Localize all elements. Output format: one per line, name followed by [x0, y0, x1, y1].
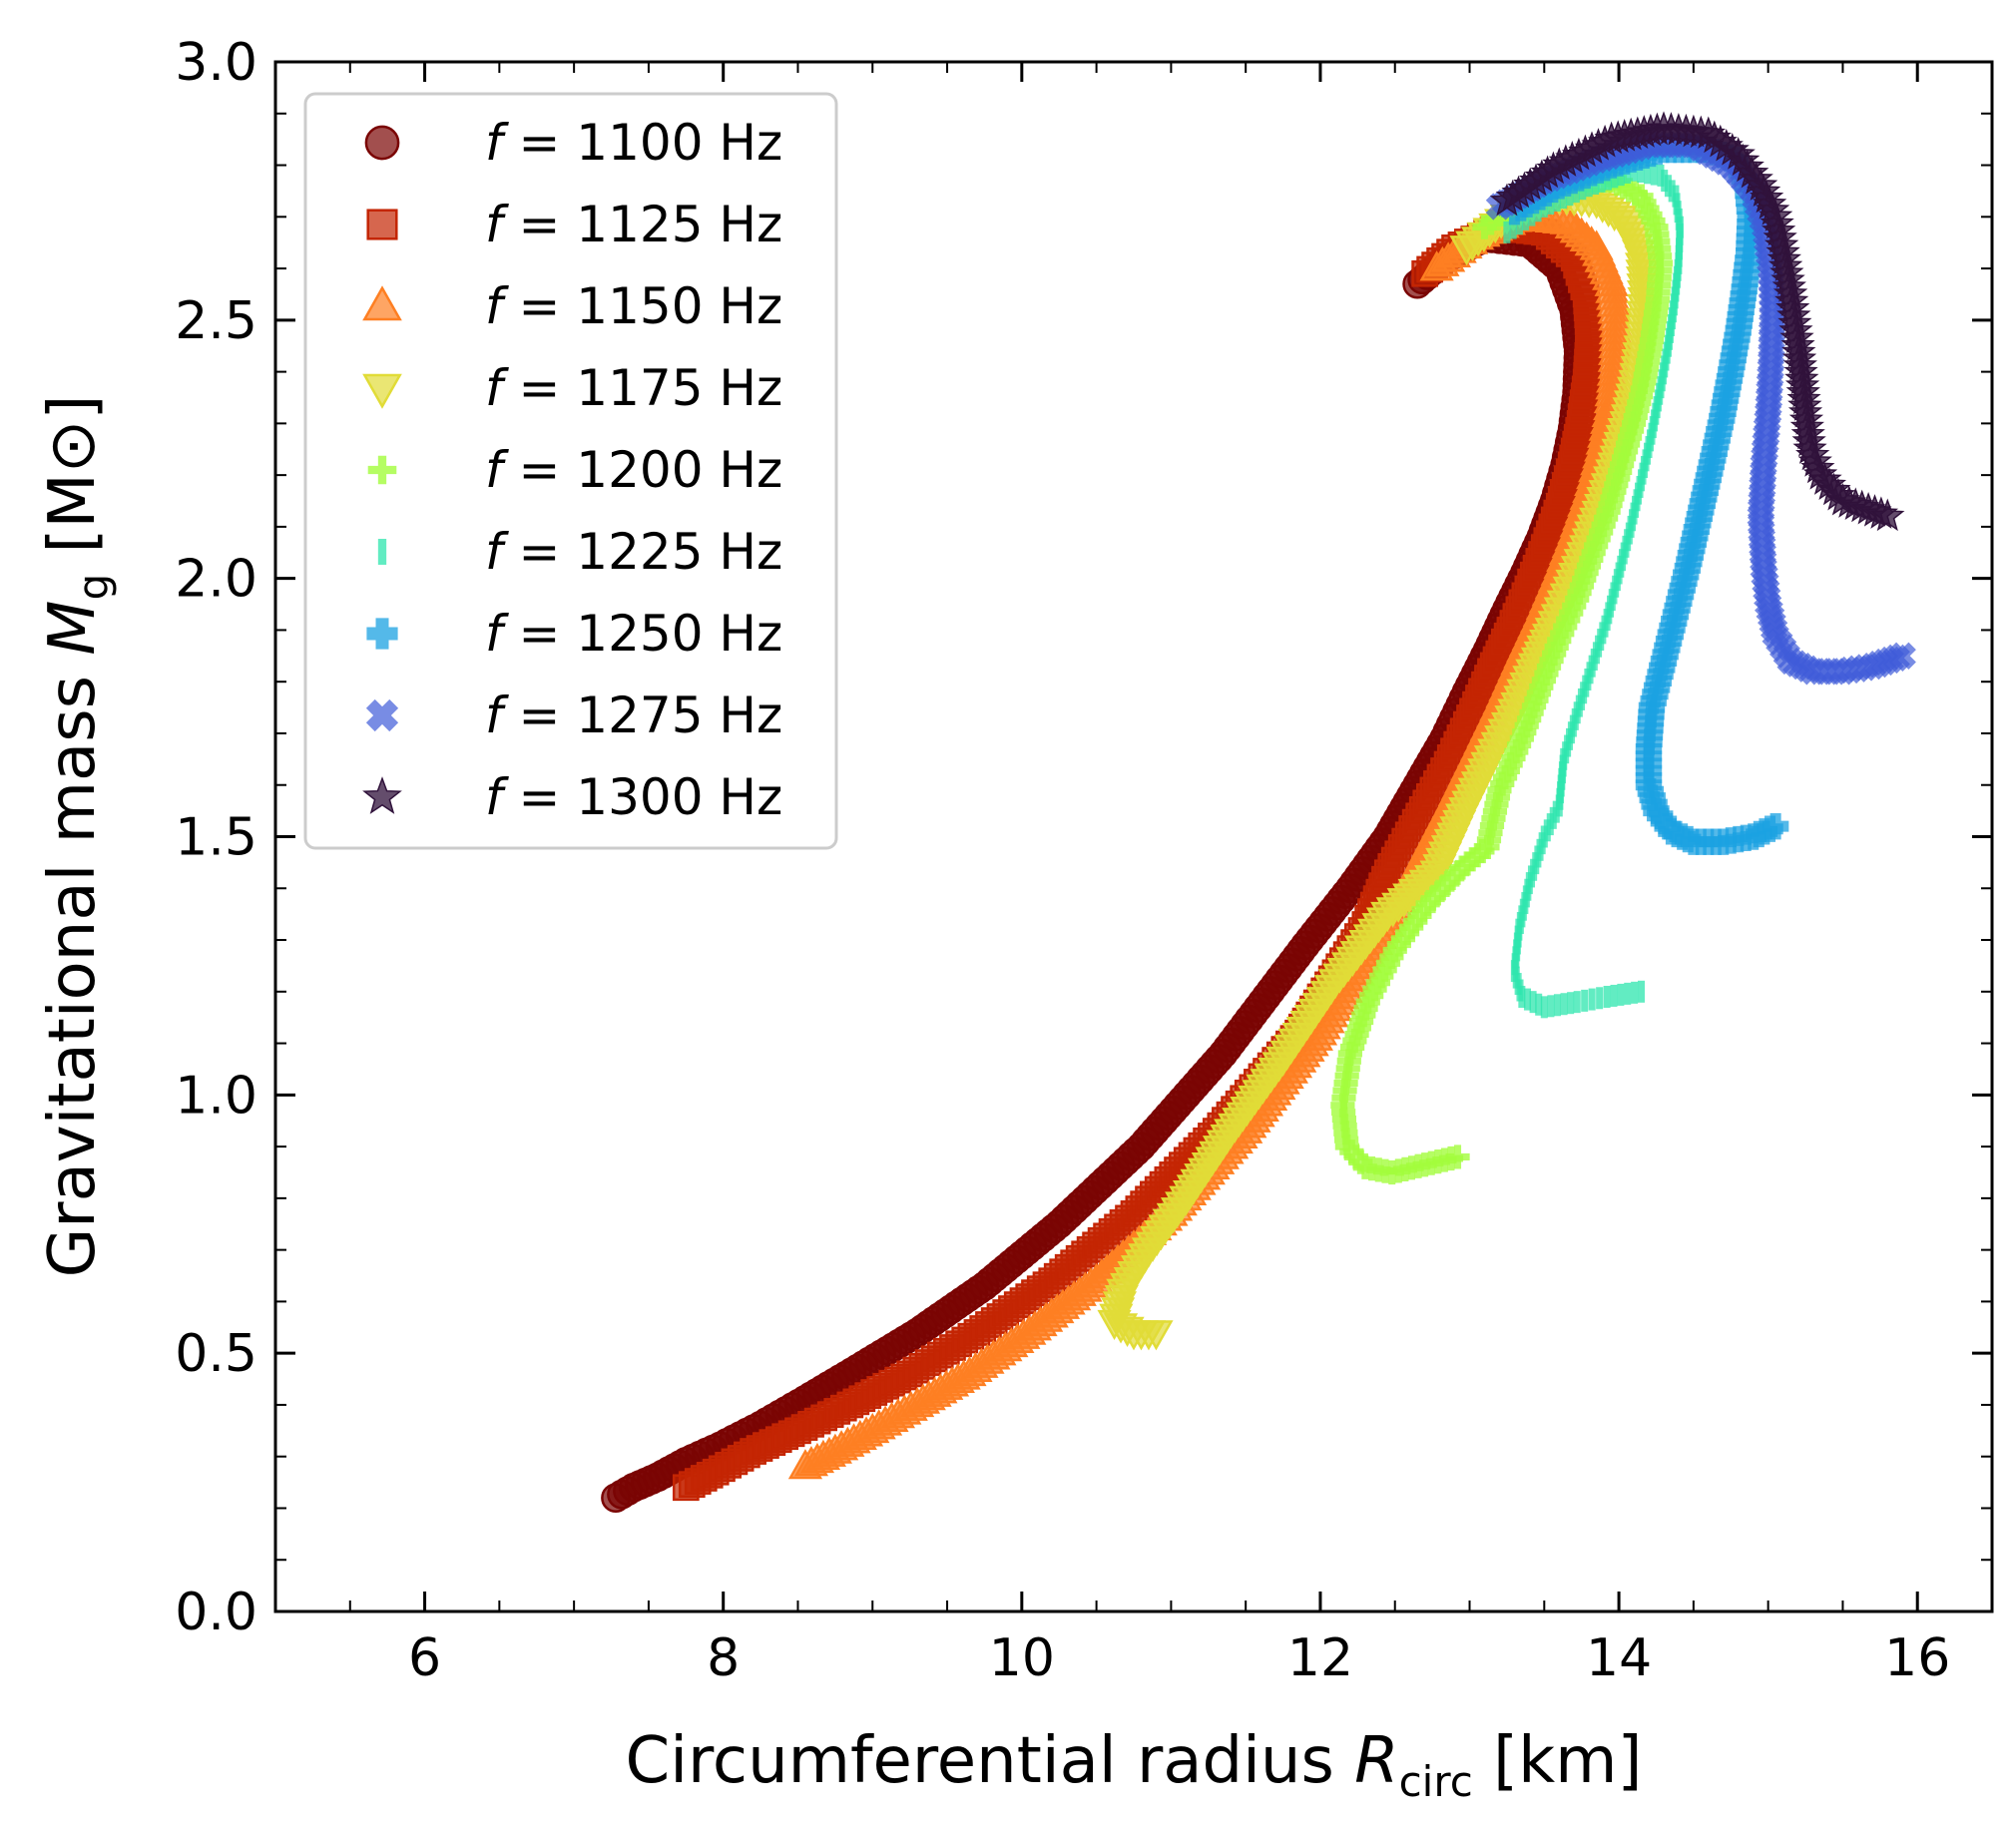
y-tick-label: 3.0 [175, 33, 257, 93]
legend-marker [362, 373, 402, 409]
plot-frame [273, 60, 1994, 1613]
legend-marker [366, 209, 398, 240]
data-layer [601, 111, 1916, 1514]
legend-entry: f = 1250 Hz [366, 605, 782, 663]
x-tick-label: 14 [1586, 1628, 1652, 1688]
legend-label: f = 1100 Hz [485, 114, 782, 172]
legend-marker [362, 285, 402, 321]
legend: f = 1100 Hz f = 1125 Hz f = 1150 Hz f = 117… [303, 92, 838, 850]
legend-entry: f = 1125 Hz [366, 196, 782, 253]
data-point [1472, 215, 1497, 239]
legend-entry: f = 1225 Hz [377, 523, 782, 581]
legend-marker [366, 618, 398, 650]
y-tick-label: 2.5 [175, 291, 257, 351]
legend-entry: f = 1300 Hz [362, 768, 782, 826]
x-tick-label: 6 [408, 1628, 441, 1688]
legend-label: f = 1225 Hz [485, 523, 782, 581]
legend-label: f = 1125 Hz [485, 196, 782, 253]
legend-label: f = 1150 Hz [485, 277, 782, 335]
legend-entry: f = 1150 Hz [362, 277, 782, 335]
legend-label: f = 1200 Hz [485, 441, 782, 499]
legend-marker [362, 776, 402, 814]
series-1300 [1489, 111, 1905, 532]
y-tick-label: 1.0 [175, 1066, 257, 1126]
series-1200 [1330, 168, 1674, 1185]
legend-entry: f = 1200 Hz [367, 441, 782, 499]
y-tick-label: 0.0 [175, 1583, 257, 1642]
data-point [1449, 235, 1484, 266]
legend-label: f = 1250 Hz [485, 605, 782, 663]
legend-entry: f = 1175 Hz [362, 359, 782, 417]
legend-marker [367, 455, 397, 485]
legend-label: f = 1175 Hz [485, 359, 782, 417]
y-axis-title: Gravitational mass Mg [M⊙] [36, 395, 118, 1278]
x-tick-label: 12 [1287, 1628, 1353, 1688]
legend-entry: f = 1275 Hz [365, 686, 782, 744]
data-point [1489, 183, 1525, 217]
x-tick-label: 16 [1884, 1628, 1950, 1688]
data-point [1419, 250, 1454, 281]
x-axis-title: Circumferential radius Rcirc [km] [626, 1724, 1643, 1806]
x-tick-label: 8 [707, 1628, 740, 1688]
legend-marker [364, 125, 400, 161]
legend-label: f = 1300 Hz [485, 768, 782, 826]
x-tick-label: 10 [989, 1628, 1055, 1688]
legend-frame [303, 92, 838, 850]
y-tick-label: 0.5 [175, 1324, 257, 1384]
y-tick-label: 1.5 [175, 808, 257, 868]
legend-label: f = 1275 Hz [485, 686, 782, 744]
legend-marker [365, 698, 399, 732]
y-tick-label: 2.0 [175, 550, 257, 610]
legend-entry: f = 1100 Hz [364, 114, 782, 172]
